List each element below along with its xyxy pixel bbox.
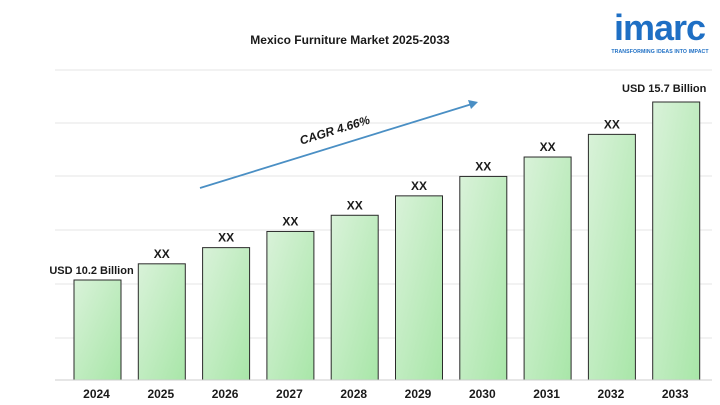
cagr-arrow (199, 103, 473, 189)
logo-tagline: TRANSFORMING IDEAS INTO IMPACT (611, 49, 709, 55)
bar (330, 214, 379, 381)
bar (266, 230, 315, 381)
data-label: USD 15.7 Billion (622, 83, 707, 95)
data-label: XX (475, 159, 491, 173)
bar (587, 133, 636, 381)
cagr-arrowhead (468, 100, 478, 109)
data-label: XX (347, 198, 363, 212)
x-tick-label: 2032 (598, 387, 625, 401)
bar (395, 195, 443, 381)
bar (459, 175, 508, 381)
x-tick-label: 2024 (83, 387, 110, 401)
bar (202, 247, 251, 381)
data-label: XX (540, 140, 556, 154)
x-tick-label: 2031 (533, 387, 560, 401)
bar (652, 101, 701, 381)
data-label: XX (411, 179, 427, 193)
data-label: XX (282, 214, 298, 228)
x-tick-label: 2033 (662, 387, 689, 401)
bar (523, 156, 572, 381)
bar (137, 263, 186, 381)
x-tick-label: 2028 (340, 387, 367, 401)
bar (73, 279, 122, 381)
cagr-annotation: CAGR 4.66% (298, 113, 372, 148)
data-label: XX (604, 117, 620, 131)
x-tick-label: 2026 (212, 387, 239, 401)
data-label: XX (154, 247, 170, 261)
chart-title: Mexico Furniture Market 2025-2033 (250, 33, 450, 47)
imarc-logo: imarc TRANSFORMING IDEAS INTO IMPACT (606, 8, 714, 56)
x-tick-label: 2025 (147, 387, 174, 401)
x-tick-label: 2030 (469, 387, 496, 401)
logo-word: imarc (614, 7, 706, 48)
data-label: XX (218, 231, 234, 245)
x-tick-label: 2029 (405, 387, 432, 401)
x-tick-label: 2027 (276, 387, 303, 401)
data-label: USD 10.2 Billion (49, 265, 134, 277)
